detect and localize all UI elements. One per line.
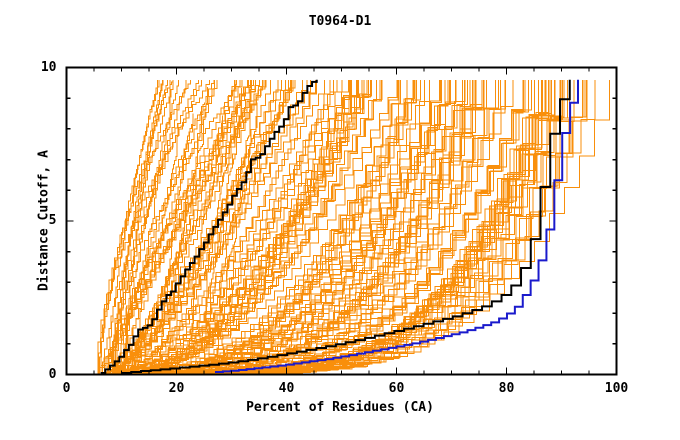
x-tick-label: 0 xyxy=(62,380,71,396)
page-title: T0964-D1 xyxy=(308,14,372,29)
x-tick-label: 40 xyxy=(278,380,295,396)
y-tick-label: 5 xyxy=(48,213,57,228)
x-tick-label: 60 xyxy=(388,380,405,396)
x-tick-label: 80 xyxy=(498,380,515,396)
highlight-curves xyxy=(100,79,579,374)
x-tick-label: 100 xyxy=(604,380,629,396)
x-tick-label: 20 xyxy=(168,380,185,396)
y-tick-label: 0 xyxy=(48,366,57,382)
ensemble-curves xyxy=(94,79,611,375)
y-tick-label: 10 xyxy=(40,59,57,75)
x-axis-title: Percent of Residues (CA) xyxy=(246,400,434,415)
axis-frame xyxy=(65,66,618,376)
